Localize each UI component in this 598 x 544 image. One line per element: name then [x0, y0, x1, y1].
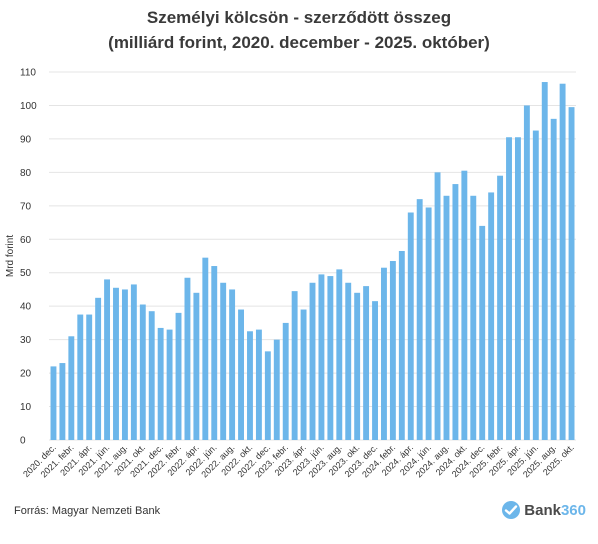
bar-2024-márc — [398, 250, 405, 440]
y-tick-label: 80 — [20, 168, 32, 179]
chart-title: Személyi kölcsön - szerződött összeg — [146, 8, 452, 27]
brand-name: Bank360 — [524, 502, 586, 519]
bar-2022-júl — [220, 282, 227, 440]
bar-2023-máj — [309, 282, 316, 440]
bar-2025-febr — [497, 175, 504, 440]
bar-2021-dec — [157, 327, 164, 440]
bar-2021-szept — [130, 284, 137, 440]
y-tick-label: 90 — [20, 134, 32, 145]
y-tick-label: 50 — [20, 268, 32, 279]
brand-prefix: Bank — [524, 501, 561, 519]
bar-2025-jan — [488, 192, 495, 440]
bar-2021-jan — [59, 363, 66, 440]
y-tick-label: 30 — [20, 335, 32, 346]
bar-2021-ápr — [86, 314, 93, 440]
bar-2023-febr — [282, 322, 289, 440]
bar-2021-okt — [139, 304, 146, 440]
bar-2022-jún — [211, 266, 218, 440]
y-tick-label: 100 — [20, 101, 37, 112]
bar-2023-márc — [291, 291, 298, 440]
bar-2021-máj — [95, 297, 102, 440]
bar-2023-ápr — [300, 309, 307, 440]
y-tick-label: 110 — [20, 68, 36, 79]
bar-2024-aug — [443, 195, 450, 440]
bar-2024-szept — [452, 184, 459, 440]
bar-2025-aug — [550, 118, 557, 440]
chart-subtitle: (milliárd forint, 2020. december - 2025.… — [108, 33, 490, 52]
bar-2022-nov — [255, 329, 262, 440]
bar-2024-dec — [479, 225, 486, 440]
bar-2025-márc — [506, 137, 512, 441]
bar-2021-jún — [104, 279, 111, 440]
bar-2021-nov — [148, 311, 155, 440]
bar-2025-szept — [559, 83, 566, 441]
bar-2025-ápr — [514, 137, 521, 441]
bar-2022-ápr — [193, 292, 200, 440]
bar-2023-dec — [372, 301, 378, 440]
bar-2023-jan — [273, 339, 280, 440]
bar-2024-máj — [416, 199, 423, 440]
bar-2025-máj — [523, 105, 530, 440]
y-tick-label: 20 — [20, 369, 32, 380]
bar-2022-febr — [175, 312, 182, 440]
y-axis-label: Mrd forint — [5, 235, 16, 277]
bar-2020-dec — [50, 366, 57, 440]
bar-2025-júl — [541, 82, 548, 440]
bar-2022-jan — [166, 329, 173, 440]
bar-2023-szept — [345, 282, 352, 440]
y-tick-label: 70 — [20, 201, 32, 212]
source-note: Forrás: Magyar Nemzeti Bank — [14, 505, 161, 517]
bar-2023-nov — [363, 286, 370, 440]
bar-2023-júl — [327, 276, 334, 440]
bar-2023-okt — [354, 292, 361, 440]
bar-2022-szept — [238, 309, 244, 440]
bank360-logo-icon — [502, 501, 521, 519]
bar-2024-nov — [470, 195, 477, 440]
bar-2022-aug — [229, 289, 236, 440]
bar-2023-aug — [336, 269, 343, 440]
bar-2024-jún — [425, 207, 432, 440]
bar-2022-okt — [247, 331, 253, 440]
bar-2022-márc — [184, 277, 191, 440]
y-tick-label: 10 — [20, 402, 32, 413]
bar-2024-jan — [381, 267, 387, 440]
bar-2021-júl — [113, 287, 119, 440]
bar-2021-febr — [68, 336, 75, 440]
y-tick-label: 0 — [20, 436, 26, 447]
y-tick-label: 60 — [20, 235, 32, 246]
bar-2024-júl — [434, 172, 441, 441]
bar-2021-márc — [77, 314, 84, 440]
bar-2024-ápr — [407, 212, 414, 440]
bar-2021-aug — [121, 289, 128, 440]
bar-2022-máj — [202, 257, 209, 440]
bar-2025-jún — [532, 130, 539, 441]
brand-number: 360 — [560, 501, 586, 519]
bar-2025-okt — [568, 107, 575, 440]
bar-2023-jún — [318, 274, 325, 440]
bar-2024-febr — [389, 261, 396, 440]
bar-2022-dec — [264, 351, 271, 440]
y-tick-label: 40 — [20, 302, 32, 313]
brand-logo: Bank360 — [501, 500, 586, 520]
bar-2024-okt — [461, 170, 468, 440]
